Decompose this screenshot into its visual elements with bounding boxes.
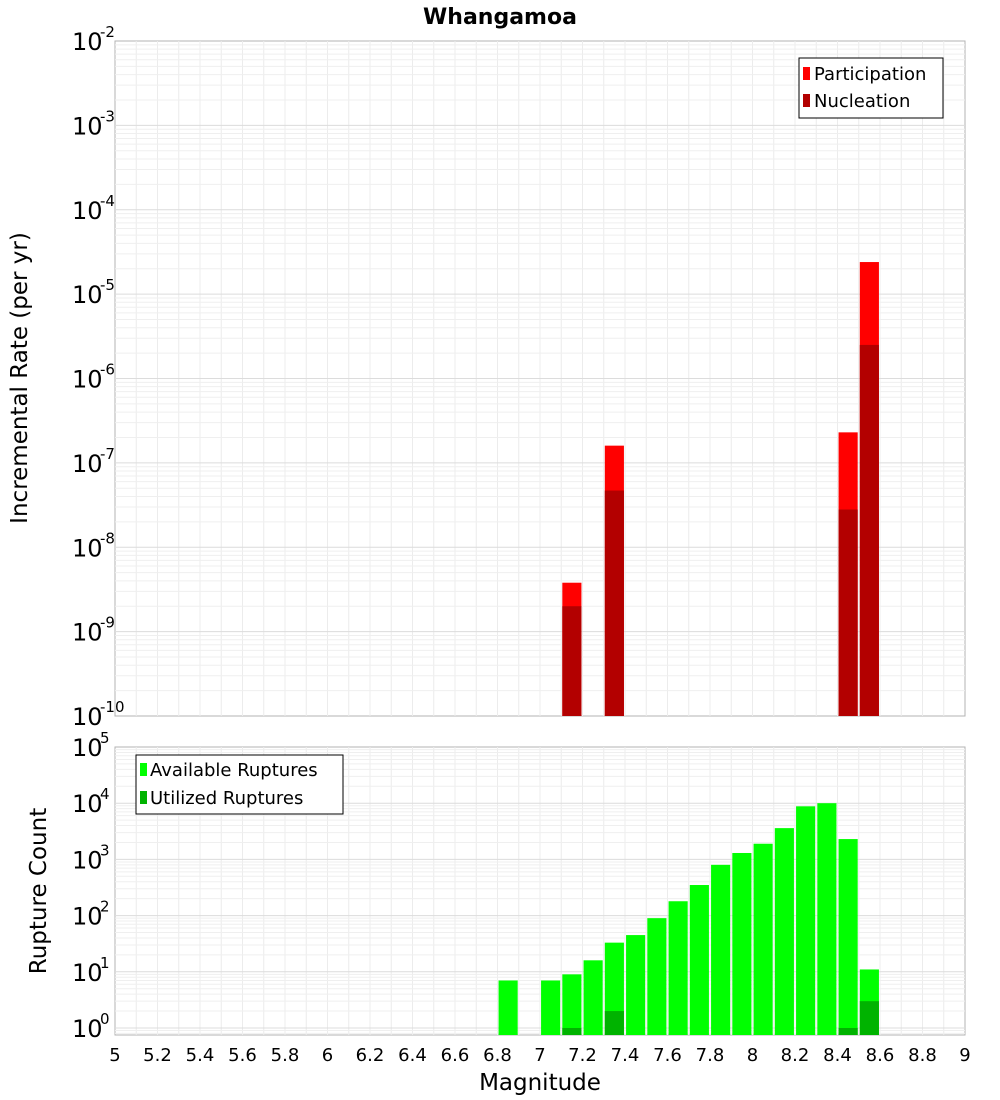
x-tick-label-8: 6.6 xyxy=(441,1045,470,1066)
count-y-tick-exponent-5: 5 xyxy=(100,729,110,747)
count-bar-available-ruptures-1 xyxy=(541,980,561,1035)
rate-bar-nucleation-3 xyxy=(859,344,879,716)
count-y-tick-label-1: 10 xyxy=(72,959,103,987)
rate-y-tick-exponent-1: -9 xyxy=(100,614,115,632)
count-bar-available-ruptures-10 xyxy=(732,852,752,1035)
legend-swatch-participation xyxy=(803,67,810,80)
count-bar-available-ruptures-8 xyxy=(689,885,709,1035)
x-tick-label-7: 6.4 xyxy=(398,1045,427,1066)
count-bar-utilized-ruptures-1 xyxy=(604,1011,624,1035)
x-tick-label-20: 9 xyxy=(959,1045,970,1066)
x-tick-label-19: 8.8 xyxy=(908,1045,937,1066)
rate-y-tick-label-1: 10 xyxy=(72,619,103,647)
legend-label-utilized-ruptures: Utilized Ruptures xyxy=(150,788,303,809)
count-bar-utilized-ruptures-0 xyxy=(562,1027,582,1035)
legend-swatch-utilized-ruptures xyxy=(140,791,147,804)
rate-bars xyxy=(562,262,879,716)
x-tick-label-15: 8 xyxy=(747,1045,758,1066)
x-tick-label-18: 8.6 xyxy=(866,1045,895,1066)
rate-y-tick-label-4: 10 xyxy=(72,366,103,394)
count-y-tick-exponent-4: 4 xyxy=(100,785,110,803)
rate-y-tick-label-6: 10 xyxy=(72,197,103,225)
rate-y-tick-label-3: 10 xyxy=(72,450,103,478)
rate-bar-nucleation-2 xyxy=(838,509,858,716)
rate-y-tick-exponent-7: -3 xyxy=(100,107,115,125)
x-tick-label-1: 5.2 xyxy=(143,1045,172,1066)
rate-y-tick-exponent-2: -8 xyxy=(100,529,115,547)
rate-bar-nucleation-0 xyxy=(562,606,582,716)
count-bar-available-ruptures-9 xyxy=(711,864,731,1035)
count-bar-available-ruptures-13 xyxy=(796,806,816,1035)
rate-y-tick-exponent-0: -10 xyxy=(100,698,125,716)
x-tick-label-3: 5.6 xyxy=(228,1045,257,1066)
legend-swatch-available-ruptures xyxy=(140,763,147,776)
count-bar-available-ruptures-0 xyxy=(498,980,518,1035)
legend-label-available-ruptures: Available Ruptures xyxy=(150,760,318,781)
legend-label-participation: Participation xyxy=(814,64,926,85)
count-bar-utilized-ruptures-2 xyxy=(838,1027,858,1035)
count-bar-utilized-ruptures-3 xyxy=(859,1001,879,1035)
count-bars xyxy=(498,803,879,1035)
rate-y-tick-exponent-3: -7 xyxy=(100,445,115,463)
count-bar-available-ruptures-15 xyxy=(838,839,858,1035)
count-bar-available-ruptures-5 xyxy=(626,935,646,1035)
x-tick-label-16: 8.2 xyxy=(781,1045,810,1066)
rate-y-tick-exponent-6: -4 xyxy=(100,192,115,210)
rate-y-tick-exponent-5: -5 xyxy=(100,276,115,294)
rate-y-tick-label-5: 10 xyxy=(72,281,103,309)
x-tick-label-11: 7.2 xyxy=(568,1045,597,1066)
x-tick-label-2: 5.4 xyxy=(186,1045,215,1066)
count-bar-available-ruptures-11 xyxy=(753,843,773,1035)
x-tick-label-0: 5 xyxy=(109,1045,120,1066)
count-bar-available-ruptures-6 xyxy=(647,918,667,1035)
rate-grid xyxy=(115,41,965,716)
x-tick-label-13: 7.6 xyxy=(653,1045,682,1066)
rate-legend: Participation Nucleation xyxy=(798,57,944,119)
x-tick-label-4: 5.8 xyxy=(271,1045,300,1066)
count-bar-available-ruptures-2 xyxy=(562,974,582,1035)
rate-y-tick-exponent-4: -6 xyxy=(100,361,115,379)
x-tick-label-5: 6 xyxy=(322,1045,333,1066)
rate-y-tick-exponent-8: -2 xyxy=(100,23,115,41)
chart-title: Whangamoa xyxy=(423,5,577,30)
x-tick-label-6: 6.2 xyxy=(356,1045,385,1066)
rate-y-tick-label-8: 10 xyxy=(72,28,103,56)
count-bar-available-ruptures-14 xyxy=(817,803,837,1035)
x-axis-label: Magnitude xyxy=(479,1070,601,1096)
count-legend: Available Ruptures Utilized Ruptures xyxy=(135,754,344,815)
count-y-tick-exponent-3: 3 xyxy=(100,841,110,859)
rate-y-tick-label-2: 10 xyxy=(72,534,103,562)
count-y-tick-label-5: 10 xyxy=(72,734,103,762)
count-y-tick-exponent-0: 0 xyxy=(100,1010,110,1028)
rate-y-tick-label-7: 10 xyxy=(72,112,103,140)
count-y-tick-exponent-1: 1 xyxy=(100,954,110,972)
x-tick-label-14: 7.8 xyxy=(696,1045,725,1066)
x-tick-label-10: 7 xyxy=(534,1045,545,1066)
count-bar-available-ruptures-12 xyxy=(774,828,794,1035)
count-y-tick-label-2: 10 xyxy=(72,903,103,931)
count-bar-available-ruptures-7 xyxy=(668,901,688,1035)
rate-bar-nucleation-1 xyxy=(604,490,624,716)
rate-legend-box xyxy=(798,57,944,119)
legend-swatch-nucleation xyxy=(803,94,810,107)
x-axis-ticks: 5 5.2 5.4 5.6 5.8 6 6.2 6.4 6.6 6.8 7 7.2 7.4 7.6 7.8 8… xyxy=(109,1045,970,1066)
count-legend-box xyxy=(135,754,344,815)
count-bar-available-ruptures-3 xyxy=(583,960,603,1035)
legend-label-nucleation: Nucleation xyxy=(814,91,910,112)
rate-y-tick-label-0: 10 xyxy=(72,703,103,731)
count-y-tick-label-0: 10 xyxy=(72,1015,103,1043)
count-y-tick-label-4: 10 xyxy=(72,790,103,818)
rate-y-axis-label: Incremental Rate (per yr) xyxy=(7,232,33,524)
x-tick-label-12: 7.4 xyxy=(611,1045,640,1066)
x-tick-label-17: 8.4 xyxy=(823,1045,852,1066)
count-y-tick-label-3: 10 xyxy=(72,846,103,874)
x-tick-label-9: 6.8 xyxy=(483,1045,512,1066)
count-y-axis-label: Rupture Count xyxy=(26,808,52,974)
count-y-tick-exponent-2: 2 xyxy=(100,898,110,916)
